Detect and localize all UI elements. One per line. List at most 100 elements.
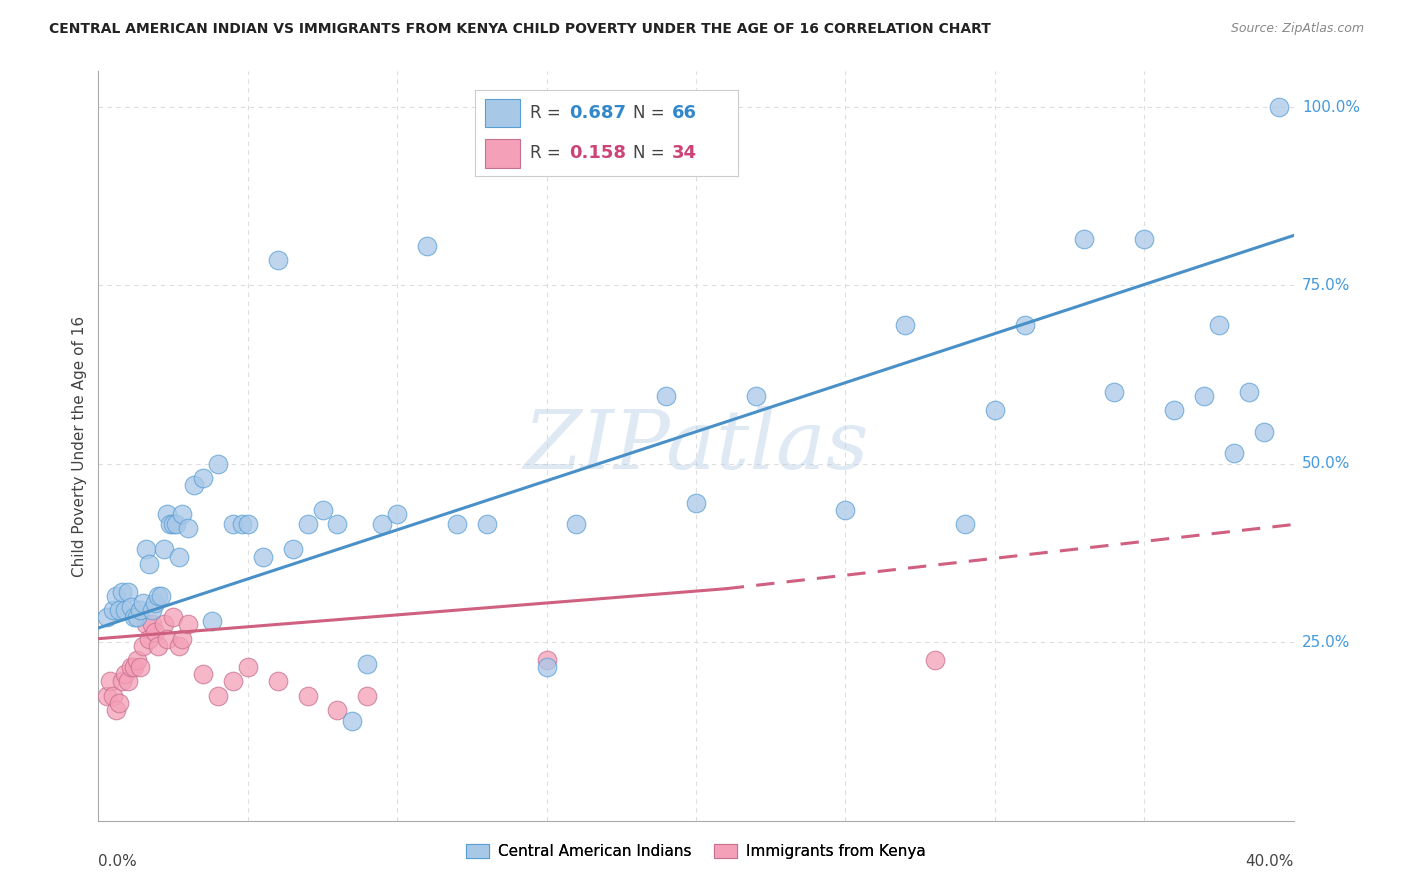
Point [222, 517, 245, 532]
Point [156, 507, 179, 521]
Point [1073, 232, 1095, 246]
Point [356, 689, 378, 703]
Point [834, 503, 856, 517]
Point [536, 653, 558, 667]
Point [129, 660, 152, 674]
Point [124, 610, 146, 624]
Point [297, 517, 319, 532]
Text: 75.0%: 75.0% [1302, 278, 1350, 293]
Point [207, 457, 229, 471]
Point [342, 714, 364, 728]
Point [183, 478, 205, 492]
Point [984, 403, 1007, 417]
Point [475, 517, 498, 532]
Point [117, 674, 139, 689]
Point [111, 585, 134, 599]
Point [129, 603, 152, 617]
Point [953, 517, 976, 532]
Point [127, 653, 149, 667]
Point [222, 674, 245, 689]
Point [132, 596, 155, 610]
Point [165, 517, 187, 532]
Point [135, 542, 157, 557]
Point [252, 549, 274, 564]
Text: 50.0%: 50.0% [1302, 457, 1350, 471]
Point [385, 507, 409, 521]
Point [150, 589, 173, 603]
Point [111, 674, 134, 689]
Point [153, 542, 176, 557]
Point [1192, 389, 1215, 403]
Point [536, 660, 558, 674]
Point [1208, 318, 1230, 332]
Point [167, 549, 190, 564]
Point [326, 703, 349, 717]
Point [297, 689, 319, 703]
Point [311, 503, 333, 517]
Point [138, 557, 160, 571]
Point [135, 617, 157, 632]
Point [143, 624, 166, 639]
Text: 0.0%: 0.0% [98, 855, 138, 870]
Text: Source: ZipAtlas.com: Source: ZipAtlas.com [1230, 22, 1364, 36]
Point [191, 471, 214, 485]
Point [655, 389, 678, 403]
Point [177, 521, 200, 535]
Point [96, 689, 118, 703]
Text: CENTRAL AMERICAN INDIAN VS IMMIGRANTS FROM KENYA CHILD POVERTY UNDER THE AGE OF : CENTRAL AMERICAN INDIAN VS IMMIGRANTS FR… [49, 22, 991, 37]
Point [416, 239, 439, 253]
Point [371, 517, 394, 532]
Point [191, 667, 214, 681]
Point [120, 599, 142, 614]
Point [117, 585, 139, 599]
Point [1223, 446, 1246, 460]
Text: 100.0%: 100.0% [1302, 100, 1360, 114]
Point [1163, 403, 1185, 417]
Point [172, 632, 194, 646]
Legend: Central American Indians, Immigrants from Kenya: Central American Indians, Immigrants fro… [460, 838, 932, 865]
Point [108, 603, 131, 617]
Point [281, 542, 304, 557]
Point [236, 660, 259, 674]
Y-axis label: Child Poverty Under the Age of 16: Child Poverty Under the Age of 16 [72, 316, 87, 576]
Point [162, 610, 184, 624]
Point [141, 603, 163, 617]
Point [924, 653, 946, 667]
Point [685, 496, 707, 510]
Point [326, 517, 349, 532]
Point [148, 639, 170, 653]
Point [98, 674, 122, 689]
Text: 25.0%: 25.0% [1302, 635, 1350, 649]
Point [177, 617, 200, 632]
Point [236, 517, 259, 532]
Point [114, 667, 136, 681]
Point [267, 253, 290, 268]
Point [132, 639, 155, 653]
Point [1133, 232, 1156, 246]
Point [143, 596, 166, 610]
Point [1237, 385, 1260, 400]
Point [120, 660, 142, 674]
Point [105, 589, 128, 603]
Point [356, 657, 378, 671]
Point [138, 632, 160, 646]
Point [127, 610, 149, 624]
Point [745, 389, 768, 403]
Point [108, 696, 131, 710]
Point [231, 517, 253, 532]
Point [446, 517, 468, 532]
Point [1253, 425, 1275, 439]
Point [267, 674, 290, 689]
Point [1104, 385, 1126, 400]
Text: ZIPatlas: ZIPatlas [523, 406, 869, 486]
Point [148, 589, 170, 603]
Point [114, 603, 136, 617]
Point [167, 639, 190, 653]
Point [565, 517, 588, 532]
Point [96, 610, 118, 624]
Point [894, 318, 917, 332]
Point [201, 614, 224, 628]
Point [103, 603, 125, 617]
Point [103, 689, 125, 703]
Point [162, 517, 184, 532]
